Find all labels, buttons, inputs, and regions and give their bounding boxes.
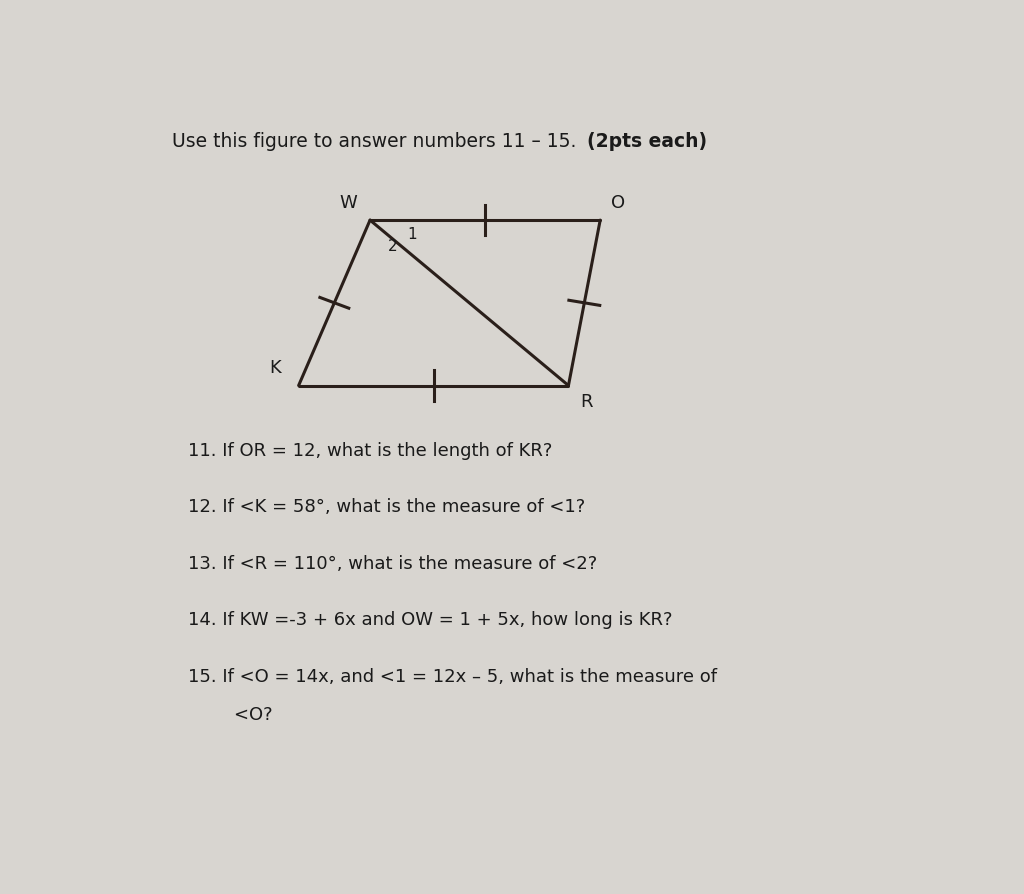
Text: 15. If <O = 14x, and <1 = 12x – 5, what is the measure of: 15. If <O = 14x, and <1 = 12x – 5, what … bbox=[187, 667, 717, 685]
Text: O: O bbox=[611, 193, 626, 211]
Text: R: R bbox=[581, 393, 593, 411]
Text: 12. If <K = 58°, what is the measure of <1?: 12. If <K = 58°, what is the measure of … bbox=[187, 498, 585, 516]
Text: K: K bbox=[269, 358, 282, 376]
Text: 13. If <R = 110°, what is the measure of <2?: 13. If <R = 110°, what is the measure of… bbox=[187, 554, 597, 572]
Text: 14. If KW =-3 + 6x and OW = 1 + 5x, how long is KR?: 14. If KW =-3 + 6x and OW = 1 + 5x, how … bbox=[187, 611, 672, 628]
Text: W: W bbox=[340, 193, 357, 211]
Text: 1: 1 bbox=[408, 227, 417, 242]
Text: <O?: <O? bbox=[211, 704, 273, 722]
Text: (2pts each): (2pts each) bbox=[587, 131, 707, 150]
Text: Use this figure to answer numbers 11 – 15.: Use this figure to answer numbers 11 – 1… bbox=[172, 131, 577, 150]
Text: 11. If OR = 12, what is the length of KR?: 11. If OR = 12, what is the length of KR… bbox=[187, 441, 552, 460]
Text: 2: 2 bbox=[387, 239, 397, 254]
